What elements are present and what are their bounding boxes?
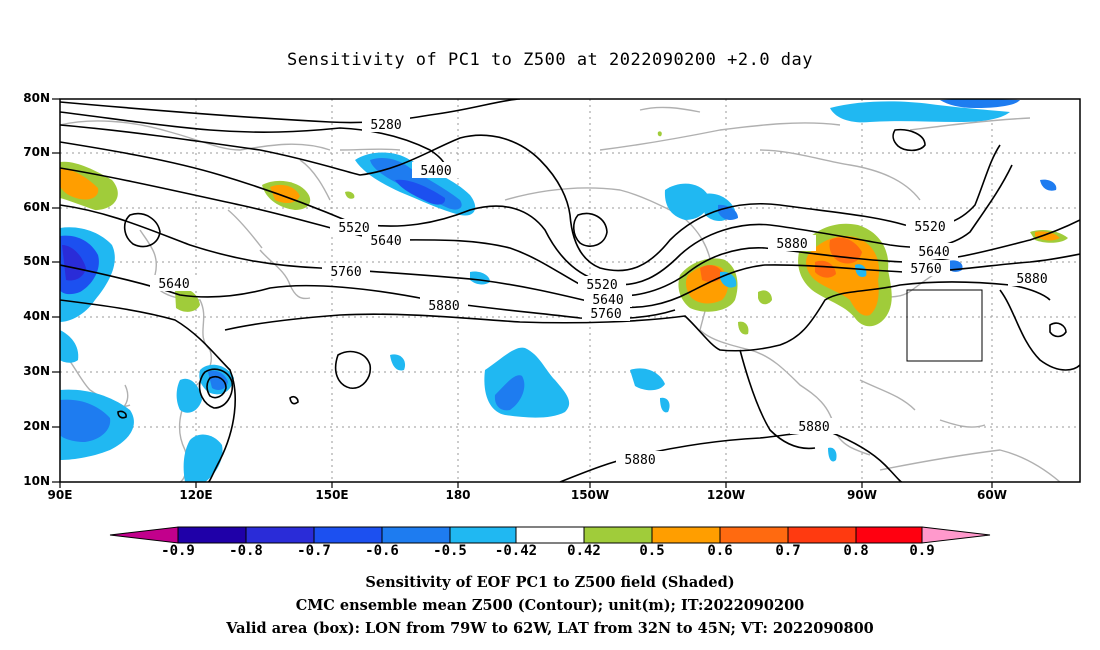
colorbar-label: 0.42	[567, 543, 601, 559]
lat-label: 70N	[23, 145, 50, 159]
colorbar-cell	[381, 526, 451, 544]
colorbar-label: -0.9	[161, 543, 195, 559]
lon-label: 90E	[47, 488, 73, 502]
colorbar-label: 0.5	[639, 543, 665, 559]
colorbar-cell	[651, 526, 721, 544]
lon-label: 90W	[847, 488, 877, 502]
contour-label: 5640	[592, 293, 623, 308]
coastlines	[60, 106, 1061, 482]
lon-label: 120W	[706, 488, 746, 502]
colorbar-cell	[787, 526, 857, 544]
colorbar-cell	[109, 526, 179, 544]
colorbar-label: -0.6	[365, 543, 399, 559]
colorbar-cell	[921, 526, 991, 544]
valid-area-box	[906, 289, 983, 362]
lon-label: 150E	[315, 488, 349, 502]
contour-label: 5880	[798, 420, 829, 435]
lat-label: 30N	[23, 364, 50, 378]
contour-label: 5880	[776, 237, 807, 252]
lat-label: 60N	[23, 200, 50, 214]
colorbar-label: 0.7	[775, 543, 801, 559]
caption-valid-area: Valid area (box): LON from 79W to 62W, L…	[226, 620, 874, 637]
contour-label: 5880	[428, 299, 459, 314]
colorbar-label: 0.8	[843, 543, 869, 559]
contour-label: 5640	[158, 277, 189, 292]
map-title: Sensitivity of PC1 to Z500 at 2022090200…	[286, 50, 813, 70]
contour-label: 5640	[370, 234, 401, 249]
lon-label: 120E	[179, 488, 213, 502]
colorbar-cell	[313, 526, 383, 544]
lat-label: 80N	[23, 91, 50, 105]
lat-label: 40N	[23, 309, 50, 323]
colorbar-label: -0.7	[297, 543, 331, 559]
colorbar-cell	[719, 526, 789, 544]
contour-label: 5280	[370, 118, 401, 133]
colorbar-cell	[245, 526, 315, 544]
z500-contours	[60, 99, 1080, 482]
colorbar-label: -0.42	[494, 543, 538, 559]
lat-label: 20N	[23, 419, 50, 433]
caption-contour: CMC ensemble mean Z500 (Contour); unit(m…	[295, 597, 805, 614]
plot-frame	[59, 98, 1081, 483]
contour-label: 5640	[918, 245, 949, 260]
colorbar-cell	[583, 526, 653, 544]
colorbar-label: 0.9	[909, 543, 935, 559]
colorbar-label: -0.5	[433, 543, 467, 559]
colorbar	[109, 526, 991, 544]
contour-label: 5760	[330, 265, 361, 280]
lon-label: 180	[445, 488, 471, 502]
contour-label: 5880	[1016, 272, 1047, 287]
colorbar-label: -0.8	[229, 543, 263, 559]
contour-label: 5760	[910, 262, 941, 277]
colorbar-label: 0.6	[707, 543, 733, 559]
lon-label: 150W	[570, 488, 610, 502]
contour-label: 5760	[590, 307, 621, 322]
lat-label: 50N	[23, 254, 50, 268]
contour-label: 5520	[586, 278, 617, 293]
colorbar-cell	[855, 526, 923, 544]
lon-label: 60W	[977, 488, 1007, 502]
caption-shading: Sensitivity of EOF PC1 to Z500 field (Sh…	[365, 574, 735, 591]
sensitivity-shading	[60, 99, 1068, 482]
colorbar-cell	[177, 526, 247, 544]
lat-label: 10N	[23, 474, 50, 488]
contour-label: 5880	[624, 453, 655, 468]
colorbar-cell	[449, 526, 517, 544]
contour-label: 5520	[914, 220, 945, 235]
contour-label: 5520	[338, 221, 369, 236]
contour-label: 5400	[420, 164, 451, 179]
colorbar-cell	[515, 526, 585, 544]
